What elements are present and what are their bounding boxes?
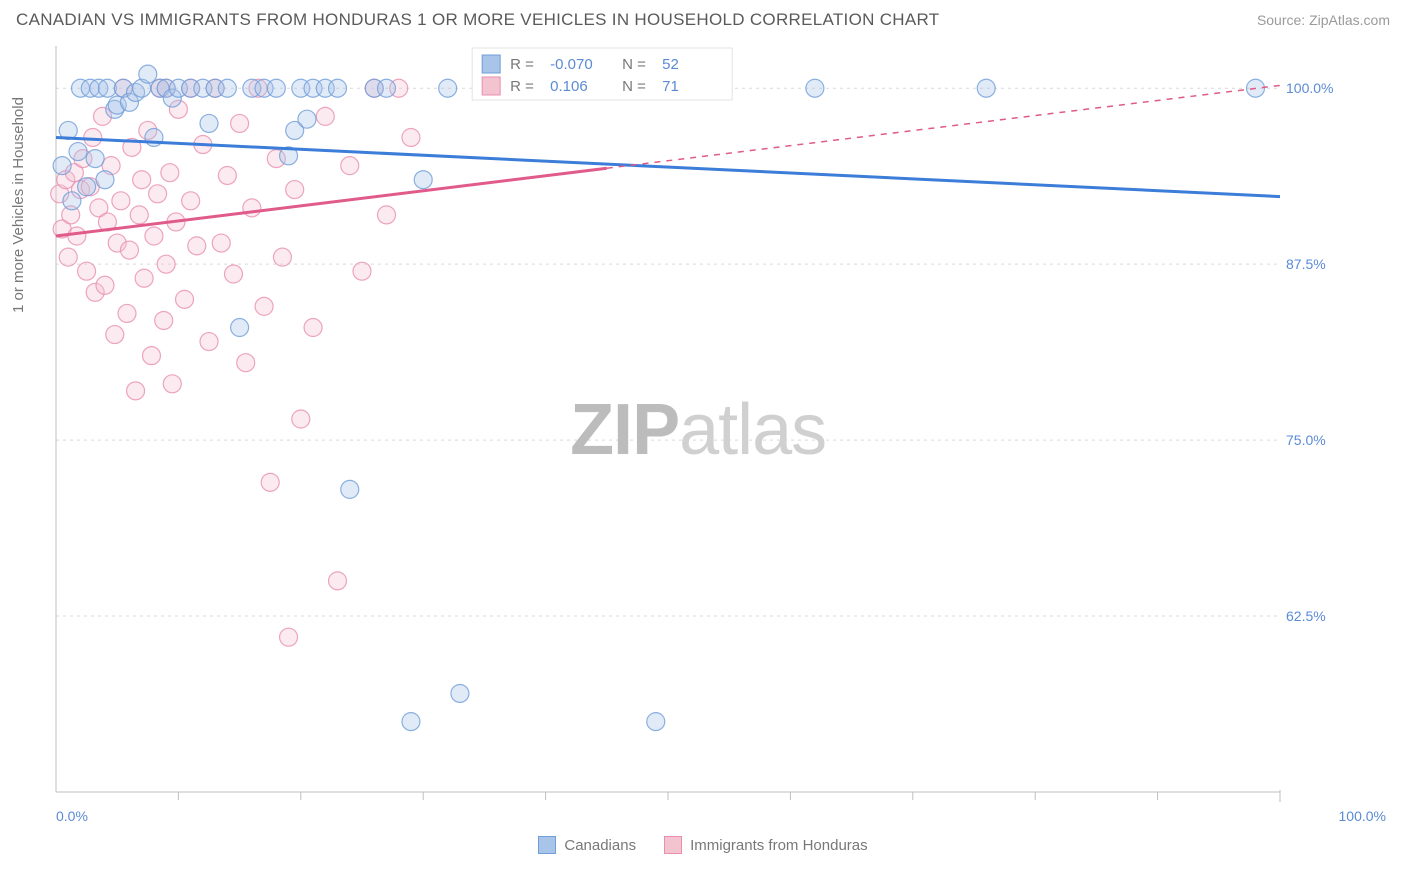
source-link[interactable]: ZipAtlas.com (1309, 12, 1390, 28)
svg-text:71: 71 (662, 78, 679, 95)
svg-text:52: 52 (662, 56, 679, 73)
x-tick-max: 100.0% (1339, 808, 1386, 824)
svg-text:87.5%: 87.5% (1286, 256, 1326, 272)
svg-text:0.106: 0.106 (550, 78, 588, 95)
legend-swatch-canadians (538, 836, 556, 854)
x-tick-min: 0.0% (56, 808, 88, 824)
svg-text:62.5%: 62.5% (1286, 608, 1326, 624)
bottom-legend: Canadians Immigrants from Honduras (0, 830, 1406, 854)
svg-text:N =: N = (622, 78, 646, 95)
svg-text:-0.070: -0.070 (550, 56, 593, 73)
legend-label-canadians: Canadians (564, 837, 636, 854)
source-attribution: Source: ZipAtlas.com (1257, 12, 1390, 28)
svg-text:75.0%: 75.0% (1286, 432, 1326, 448)
legend-item-honduras: Immigrants from Honduras (664, 836, 868, 854)
svg-text:R =: R = (510, 78, 534, 95)
legend-label-honduras: Immigrants from Honduras (690, 837, 868, 854)
svg-text:N =: N = (622, 56, 646, 73)
legend-item-canadians: Canadians (538, 836, 636, 854)
correlation-scatter-chart: 62.5% 75.0% 87.5% 100.0% R = -0.070 N = 52 R = 0.… (16, 36, 1346, 806)
chart-title: CANADIAN VS IMMIGRANTS FROM HONDURAS 1 O… (16, 10, 939, 30)
svg-text:R =: R = (510, 56, 534, 73)
legend-swatch-honduras (664, 836, 682, 854)
y-axis-label: 1 or more Vehicles in Household (10, 97, 27, 313)
svg-text:100.0%: 100.0% (1286, 80, 1333, 96)
source-prefix: Source: (1257, 12, 1309, 28)
